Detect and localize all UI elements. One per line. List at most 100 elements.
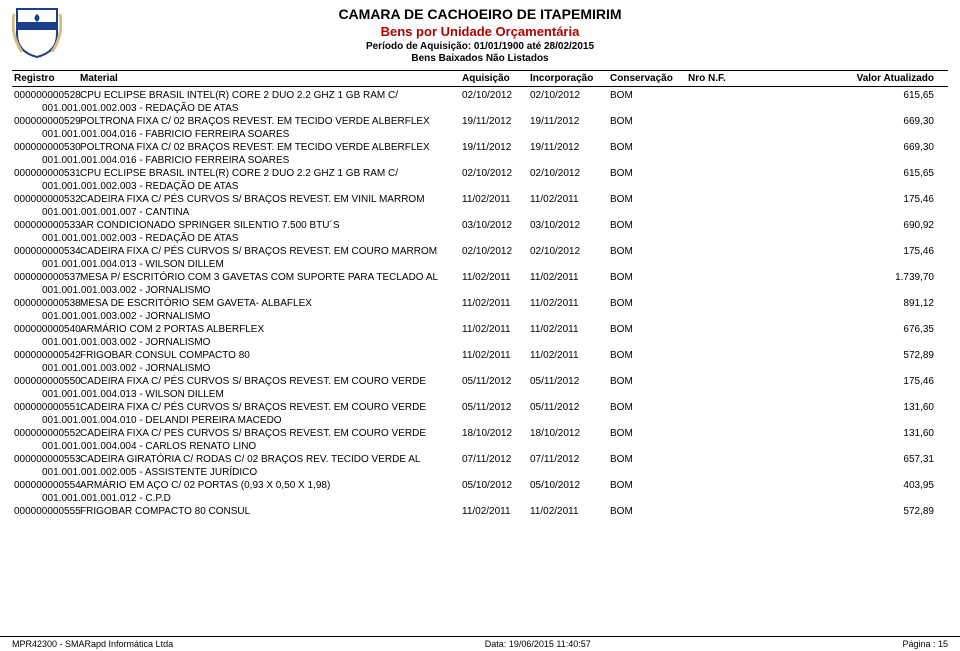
asset-row: 000000000530POLTRONA FIXA C/ 02 BRAÇOS R… [12, 141, 948, 154]
cell-valor: 175,46 [788, 245, 938, 258]
cell-nf [688, 479, 788, 492]
asset-location: 001.001.001.002.003 - REDAÇÃO DE ATAS [12, 102, 948, 115]
asset-row: 000000000533AR CONDICIONADO SPRINGER SIL… [12, 219, 948, 232]
cell-aquisicao: 02/10/2012 [462, 245, 530, 258]
cell-aquisicao: 02/10/2012 [462, 89, 530, 102]
cell-material: FRIGOBAR COMPACTO 80 CONSUL [80, 505, 462, 518]
asset-location: 001.001.001.003.002 - JORNALISMO [12, 310, 948, 323]
asset-location: 001.001.001.003.002 - JORNALISMO [12, 284, 948, 297]
cell-conservacao: BOM [610, 193, 688, 206]
report-rows: 000000000528CPU ECLIPSE BRASIL INTEL(R) … [12, 89, 948, 518]
asset-row: 000000000534CADEIRA FIXA C/ PÉS CURVOS S… [12, 245, 948, 258]
cell-incorporacao: 02/10/2012 [530, 245, 610, 258]
asset-row: 000000000542FRIGOBAR CONSUL COMPACTO 801… [12, 349, 948, 362]
cell-nf [688, 505, 788, 518]
cell-registro: 000000000538 [12, 297, 80, 310]
asset-location: 001.001.001.002.005 - ASSISTENTE JURÍDIC… [12, 466, 948, 479]
cell-nf [688, 401, 788, 414]
cell-incorporacao: 05/10/2012 [530, 479, 610, 492]
cell-valor: 175,46 [788, 375, 938, 388]
asset-location: 001.001.001.001.007 - CANTINA [12, 206, 948, 219]
cell-nf [688, 453, 788, 466]
cell-incorporacao: 02/10/2012 [530, 167, 610, 180]
cell-valor: 690,92 [788, 219, 938, 232]
cell-material: CADEIRA FIXA C/ PÉS CURVOS S/ BRAÇOS REV… [80, 245, 462, 258]
cell-registro: 000000000552 [12, 427, 80, 440]
cell-material: CPU ECLIPSE BRASIL INTEL(R) CORE 2 DUO 2… [80, 89, 462, 102]
cell-aquisicao: 18/10/2012 [462, 427, 530, 440]
cell-aquisicao: 05/11/2012 [462, 375, 530, 388]
asset-location: 001.001.001.003.002 - JORNALISMO [12, 336, 948, 349]
cell-material: MESA DE ESCRITÓRIO SEM GAVETA- ALBAFLEX [80, 297, 462, 310]
cell-aquisicao: 11/02/2011 [462, 323, 530, 336]
cell-aquisicao: 03/10/2012 [462, 219, 530, 232]
cell-incorporacao: 05/11/2012 [530, 401, 610, 414]
asset-row: 000000000528CPU ECLIPSE BRASIL INTEL(R) … [12, 89, 948, 102]
cell-nf [688, 375, 788, 388]
cell-valor: 572,89 [788, 505, 938, 518]
cell-incorporacao: 07/11/2012 [530, 453, 610, 466]
asset-location: 001.001.001.004.016 - FABRICIO FERREIRA … [12, 128, 948, 141]
cell-conservacao: BOM [610, 505, 688, 518]
cell-material: CADEIRA GIRATÓRIA C/ RODAS C/ 02 BRAÇOS … [80, 453, 462, 466]
cell-conservacao: BOM [610, 479, 688, 492]
cell-nf [688, 323, 788, 336]
cell-aquisicao: 07/11/2012 [462, 453, 530, 466]
cell-incorporacao: 11/02/2011 [530, 505, 610, 518]
asset-location: 001.001.001.003.002 - JORNALISMO [12, 362, 948, 375]
cell-nf [688, 141, 788, 154]
asset-location: 001.001.001.002.003 - REDAÇÃO DE ATAS [12, 232, 948, 245]
cell-registro: 000000000534 [12, 245, 80, 258]
report-page: CAMARA DE CACHOEIRO DE ITAPEMIRIM Bens p… [0, 0, 960, 651]
report-title: Bens por Unidade Orçamentária [12, 24, 948, 39]
cell-nf [688, 427, 788, 440]
cell-material: FRIGOBAR CONSUL COMPACTO 80 [80, 349, 462, 362]
cell-material: MESA P/ ESCRITÓRIO COM 3 GAVETAS COM SUP… [80, 271, 462, 284]
cell-valor: 403,95 [788, 479, 938, 492]
column-header-row: Registro Material Aquisição Incorporação… [12, 70, 948, 87]
cell-registro: 000000000532 [12, 193, 80, 206]
cell-conservacao: BOM [610, 167, 688, 180]
cell-registro: 000000000529 [12, 115, 80, 128]
footer-right: Página : 15 [902, 639, 948, 649]
asset-row: 000000000538MESA DE ESCRITÓRIO SEM GAVET… [12, 297, 948, 310]
asset-row: 000000000555FRIGOBAR COMPACTO 80 CONSUL1… [12, 505, 948, 518]
cell-registro: 000000000553 [12, 453, 80, 466]
cell-material: POLTRONA FIXA C/ 02 BRAÇOS REVEST. EM TE… [80, 115, 462, 128]
cell-aquisicao: 11/02/2011 [462, 349, 530, 362]
col-valor: Valor Atualizado [788, 73, 938, 84]
asset-row: 000000000537MESA P/ ESCRITÓRIO COM 3 GAV… [12, 271, 948, 284]
org-logo [12, 4, 62, 59]
cell-incorporacao: 11/02/2011 [530, 297, 610, 310]
cell-registro: 000000000537 [12, 271, 80, 284]
asset-location: 001.001.001.004.013 - WILSON DILLEM [12, 388, 948, 401]
col-incorporacao: Incorporação [530, 73, 610, 84]
cell-aquisicao: 19/11/2012 [462, 141, 530, 154]
cell-conservacao: BOM [610, 453, 688, 466]
asset-row: 000000000540ARMÁRIO COM 2 PORTAS ALBERFL… [12, 323, 948, 336]
col-nro-nf: Nro N.F. [688, 73, 788, 84]
asset-row: 000000000552CADEIRA FIXA C/ PES CURVOS S… [12, 427, 948, 440]
cell-nf [688, 219, 788, 232]
cell-nf [688, 115, 788, 128]
cell-incorporacao: 05/11/2012 [530, 375, 610, 388]
cell-aquisicao: 11/02/2011 [462, 271, 530, 284]
cell-registro: 000000000533 [12, 219, 80, 232]
asset-location: 001.001.001.004.013 - WILSON DILLEM [12, 258, 948, 271]
cell-aquisicao: 05/10/2012 [462, 479, 530, 492]
cell-valor: 131,60 [788, 427, 938, 440]
cell-valor: 891,12 [788, 297, 938, 310]
asset-row: 000000000532CADEIRA FIXA C/ PÉS CURVOS S… [12, 193, 948, 206]
col-aquisicao: Aquisição [462, 73, 530, 84]
col-conservacao: Conservação [610, 73, 688, 84]
cell-conservacao: BOM [610, 89, 688, 102]
cell-valor: 131,60 [788, 401, 938, 414]
cell-conservacao: BOM [610, 427, 688, 440]
cell-registro: 000000000550 [12, 375, 80, 388]
cell-aquisicao: 05/11/2012 [462, 401, 530, 414]
cell-material: CADEIRA FIXA C/ PES CURVOS S/ BRAÇOS REV… [80, 427, 462, 440]
cell-incorporacao: 19/11/2012 [530, 115, 610, 128]
footer-left: MPR42300 - SMARapd Informática Ltda [12, 639, 173, 649]
cell-material: CADEIRA FIXA C/ PÉS CURVOS S/ BRAÇOS REV… [80, 375, 462, 388]
cell-incorporacao: 11/02/2011 [530, 193, 610, 206]
